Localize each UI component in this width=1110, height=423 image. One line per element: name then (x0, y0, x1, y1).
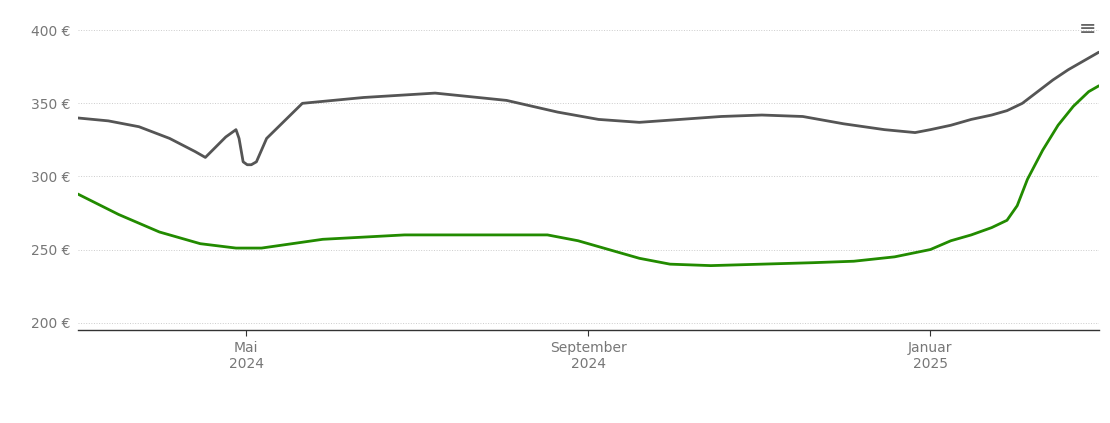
lose Ware (755, 261, 768, 266)
lose Ware (316, 237, 330, 242)
Sackware (428, 91, 442, 96)
lose Ware (1051, 123, 1064, 128)
Sackware (796, 114, 809, 119)
Sackware (250, 159, 263, 165)
lose Ware (1082, 89, 1096, 94)
lose Ware (965, 232, 978, 237)
lose Ware (230, 245, 243, 250)
lose Ware (193, 241, 206, 246)
Sackware (1031, 89, 1045, 94)
Sackware (1061, 67, 1074, 72)
lose Ware (1067, 104, 1080, 109)
Sackware (924, 127, 937, 132)
Text: ≡: ≡ (1079, 19, 1097, 39)
Sackware (1016, 101, 1029, 106)
Sackware (674, 117, 687, 122)
lose Ware (1092, 83, 1106, 88)
Sackware (1047, 77, 1060, 82)
Sackware (219, 135, 232, 140)
lose Ware (572, 238, 585, 243)
Sackware (500, 98, 513, 103)
Sackware (71, 115, 84, 121)
Sackware (232, 136, 245, 141)
Sackware (908, 130, 921, 135)
lose Ware (664, 261, 677, 266)
lose Ware (945, 238, 958, 243)
lose Ware (1000, 218, 1013, 223)
Sackware (132, 124, 145, 129)
Sackware (1000, 108, 1013, 113)
lose Ware (255, 245, 269, 250)
Sackware (189, 149, 202, 154)
Sackware (244, 162, 258, 167)
lose Ware (480, 232, 493, 237)
Sackware (715, 114, 728, 119)
lose Ware (153, 229, 166, 234)
Sackware (241, 162, 254, 167)
Sackware (985, 113, 998, 118)
Sackware (551, 110, 564, 115)
Line: lose Ware: lose Ware (78, 86, 1099, 266)
Sackware (1077, 58, 1090, 63)
Sackware (1092, 49, 1106, 55)
Sackware (209, 145, 222, 150)
Sackware (965, 117, 978, 122)
lose Ware (602, 247, 615, 252)
Sackware (357, 95, 371, 100)
Sackware (837, 121, 850, 126)
Sackware (945, 123, 958, 128)
Sackware (102, 118, 115, 124)
lose Ware (704, 263, 717, 268)
lose Ware (112, 212, 125, 217)
lose Ware (71, 192, 84, 197)
lose Ware (541, 232, 554, 237)
lose Ware (397, 232, 411, 237)
lose Ware (806, 260, 819, 265)
lose Ware (985, 225, 998, 230)
lose Ware (1021, 177, 1035, 182)
Sackware (755, 113, 768, 118)
lose Ware (888, 254, 901, 259)
Sackware (230, 127, 243, 132)
Line: Sackware: Sackware (78, 52, 1099, 165)
Sackware (633, 120, 646, 125)
lose Ware (1036, 148, 1049, 153)
Sackware (295, 101, 309, 106)
Sackware (199, 155, 212, 160)
lose Ware (847, 259, 860, 264)
Sackware (236, 159, 250, 165)
lose Ware (924, 247, 937, 252)
Sackware (163, 136, 176, 141)
Sackware (260, 136, 273, 141)
Sackware (592, 117, 605, 122)
Sackware (878, 127, 891, 132)
lose Ware (1010, 203, 1023, 208)
lose Ware (633, 256, 646, 261)
